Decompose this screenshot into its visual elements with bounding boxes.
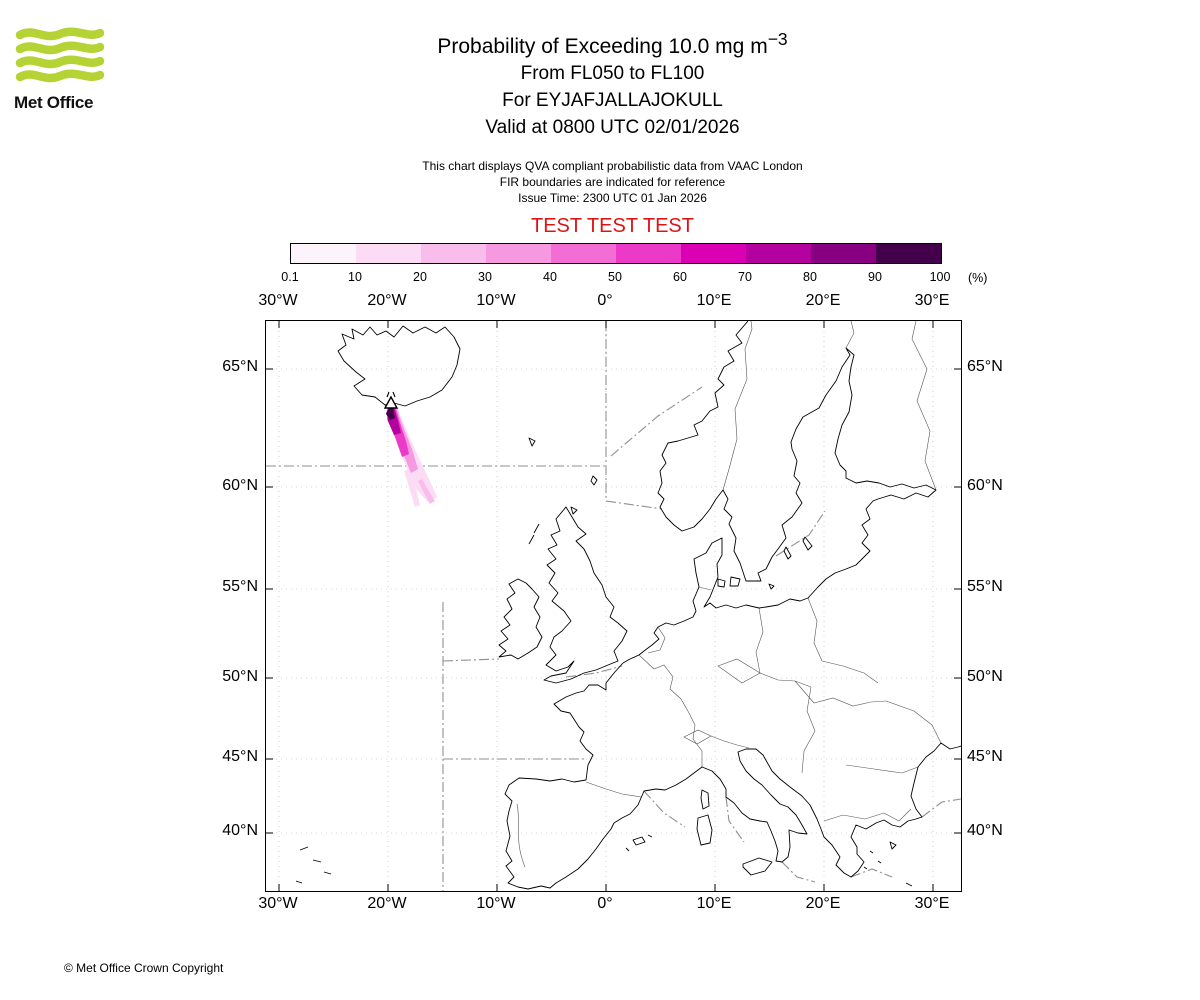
- probability-colorbar: [290, 243, 942, 264]
- colorbar-tick: 10: [348, 270, 362, 284]
- colorbar-segment: [356, 244, 421, 263]
- lon-label-bottom: 30°W: [258, 895, 298, 912]
- plume-tail-streak: [418, 479, 435, 504]
- country-borders-layer: [516, 321, 942, 868]
- lat-label-left: 60°N: [222, 477, 258, 494]
- islands-coast: [295, 437, 913, 887]
- colorbar-unit-label: (%): [968, 271, 988, 285]
- volcano-marker-icon: [383, 391, 399, 409]
- lat-label-right: 40°N: [967, 822, 1003, 839]
- lat-label-left: 55°N: [222, 578, 258, 595]
- iceland-coast: [337, 325, 461, 407]
- colorbar-segment: [616, 244, 681, 263]
- colorbar-segment: [291, 244, 356, 263]
- lat-label-left: 50°N: [222, 668, 258, 685]
- lat-label-right: 55°N: [967, 578, 1003, 595]
- chart-title: Probability of Exceeding 10.0 mg m−3: [437, 29, 788, 58]
- lon-label-top: 10°W: [476, 292, 516, 309]
- lon-label-top: 10°E: [696, 292, 732, 309]
- colorbar-segment: [681, 244, 746, 263]
- colorbar-tick: 50: [608, 270, 622, 284]
- lon-label-bottom: 0°: [597, 895, 613, 912]
- colorbar-tick-labels: 0.1 10 20 30 40 50 60 70 80 90 100: [281, 270, 950, 286]
- colorbar-segment: [746, 244, 811, 263]
- lat-label-left: 40°N: [222, 822, 258, 839]
- test-banner: TEST TEST TEST: [530, 215, 694, 237]
- plume-contour-max: [386, 408, 395, 420]
- ireland-coast: [498, 578, 543, 660]
- note-qva: This chart displays QVA compliant probab…: [422, 159, 803, 173]
- lon-label-bottom: 20°E: [805, 895, 841, 912]
- lon-label-top: 30°E: [914, 292, 950, 309]
- colorbar-tick: 20: [413, 270, 427, 284]
- lon-label-top: 20°W: [367, 292, 407, 309]
- lat-label-left: 65°N: [222, 358, 258, 375]
- colorbar-tick: 0.1: [281, 270, 299, 284]
- lat-label-right: 65°N: [967, 358, 1003, 375]
- chart-notes: This chart displays QVA compliant probab…: [265, 158, 960, 206]
- title-exponent: −3: [767, 29, 788, 49]
- met-office-logo: Met Office: [14, 26, 114, 113]
- colorbar-tick: 40: [543, 270, 557, 284]
- lon-label-bottom: 30°E: [914, 895, 950, 912]
- lon-label-bottom: 20°W: [367, 895, 407, 912]
- colorbar-tick: 80: [803, 270, 817, 284]
- lat-label-right: 60°N: [967, 477, 1003, 494]
- lon-label-bottom: 10°W: [476, 895, 516, 912]
- fir-boundaries-layer: [266, 321, 961, 891]
- note-fir: FIR boundaries are indicated for referen…: [499, 175, 726, 189]
- ash-plume: [386, 405, 437, 507]
- lon-label-top: 0°: [597, 292, 613, 309]
- colorbar-tick: 90: [868, 270, 882, 284]
- colorbar-tick: 70: [738, 270, 752, 284]
- chart-titles: Probability of Exceeding 10.0 mg m−3 Fro…: [265, 26, 960, 141]
- colorbar-segment: [811, 244, 876, 263]
- note-issue-time: Issue Time: 2300 UTC 01 Jan 2026: [518, 191, 707, 205]
- copyright-notice: © Met Office Crown Copyright: [64, 961, 224, 975]
- volcano-subtitle: For EYJAFJALLAJOKULL: [502, 90, 723, 111]
- lon-label-top: 20°E: [805, 292, 841, 309]
- great-britain-coast: [543, 506, 628, 684]
- met-office-logo-text: Met Office: [14, 93, 94, 112]
- graticule-layer: [266, 321, 961, 891]
- colorbar-segment: [551, 244, 616, 263]
- colorbar-tick: 30: [478, 270, 492, 284]
- colorbar-segment: [486, 244, 551, 263]
- lon-label-bottom: 10°E: [696, 895, 732, 912]
- mainland-europe-coast: [504, 321, 961, 890]
- colorbar-segment: [876, 244, 941, 263]
- map-canvas: [265, 320, 962, 892]
- coastlines-layer: [295, 321, 961, 890]
- flight-level-subtitle: From FL050 to FL100: [520, 63, 705, 84]
- colorbar-tick: 100: [929, 270, 951, 284]
- colorbar-tick: 60: [673, 270, 687, 284]
- plume-tail-streak: [404, 469, 420, 507]
- lat-label-right: 45°N: [967, 748, 1003, 765]
- lat-label-left: 45°N: [222, 748, 258, 765]
- valid-time-subtitle: Valid at 0800 UTC 02/01/2026: [485, 117, 740, 138]
- met-office-logo-waves-icon: [15, 27, 105, 83]
- lat-label-right: 50°N: [967, 668, 1003, 685]
- colorbar-segment: [421, 244, 486, 263]
- axis-ticks-layer: [266, 321, 961, 891]
- lon-label-top: 30°W: [258, 292, 298, 309]
